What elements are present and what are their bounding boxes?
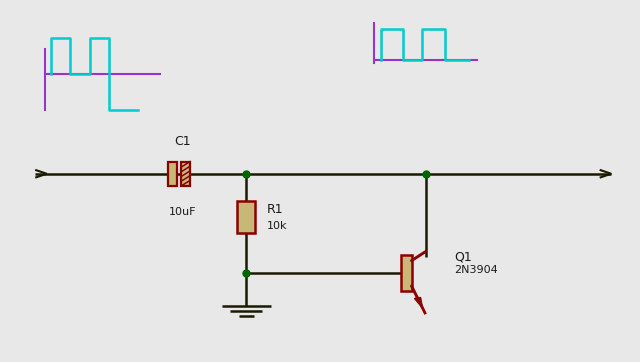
Polygon shape bbox=[415, 298, 422, 308]
Bar bbox=[181, 162, 190, 185]
Text: C1: C1 bbox=[174, 135, 191, 148]
Text: Q1: Q1 bbox=[454, 251, 472, 264]
Bar bbox=[168, 162, 177, 185]
Text: 2N3904: 2N3904 bbox=[454, 265, 498, 275]
Bar bbox=[237, 201, 255, 233]
Bar bbox=[401, 255, 412, 291]
Text: 10k: 10k bbox=[267, 221, 287, 231]
Text: R1: R1 bbox=[267, 203, 284, 216]
Text: 10uF: 10uF bbox=[169, 207, 196, 217]
